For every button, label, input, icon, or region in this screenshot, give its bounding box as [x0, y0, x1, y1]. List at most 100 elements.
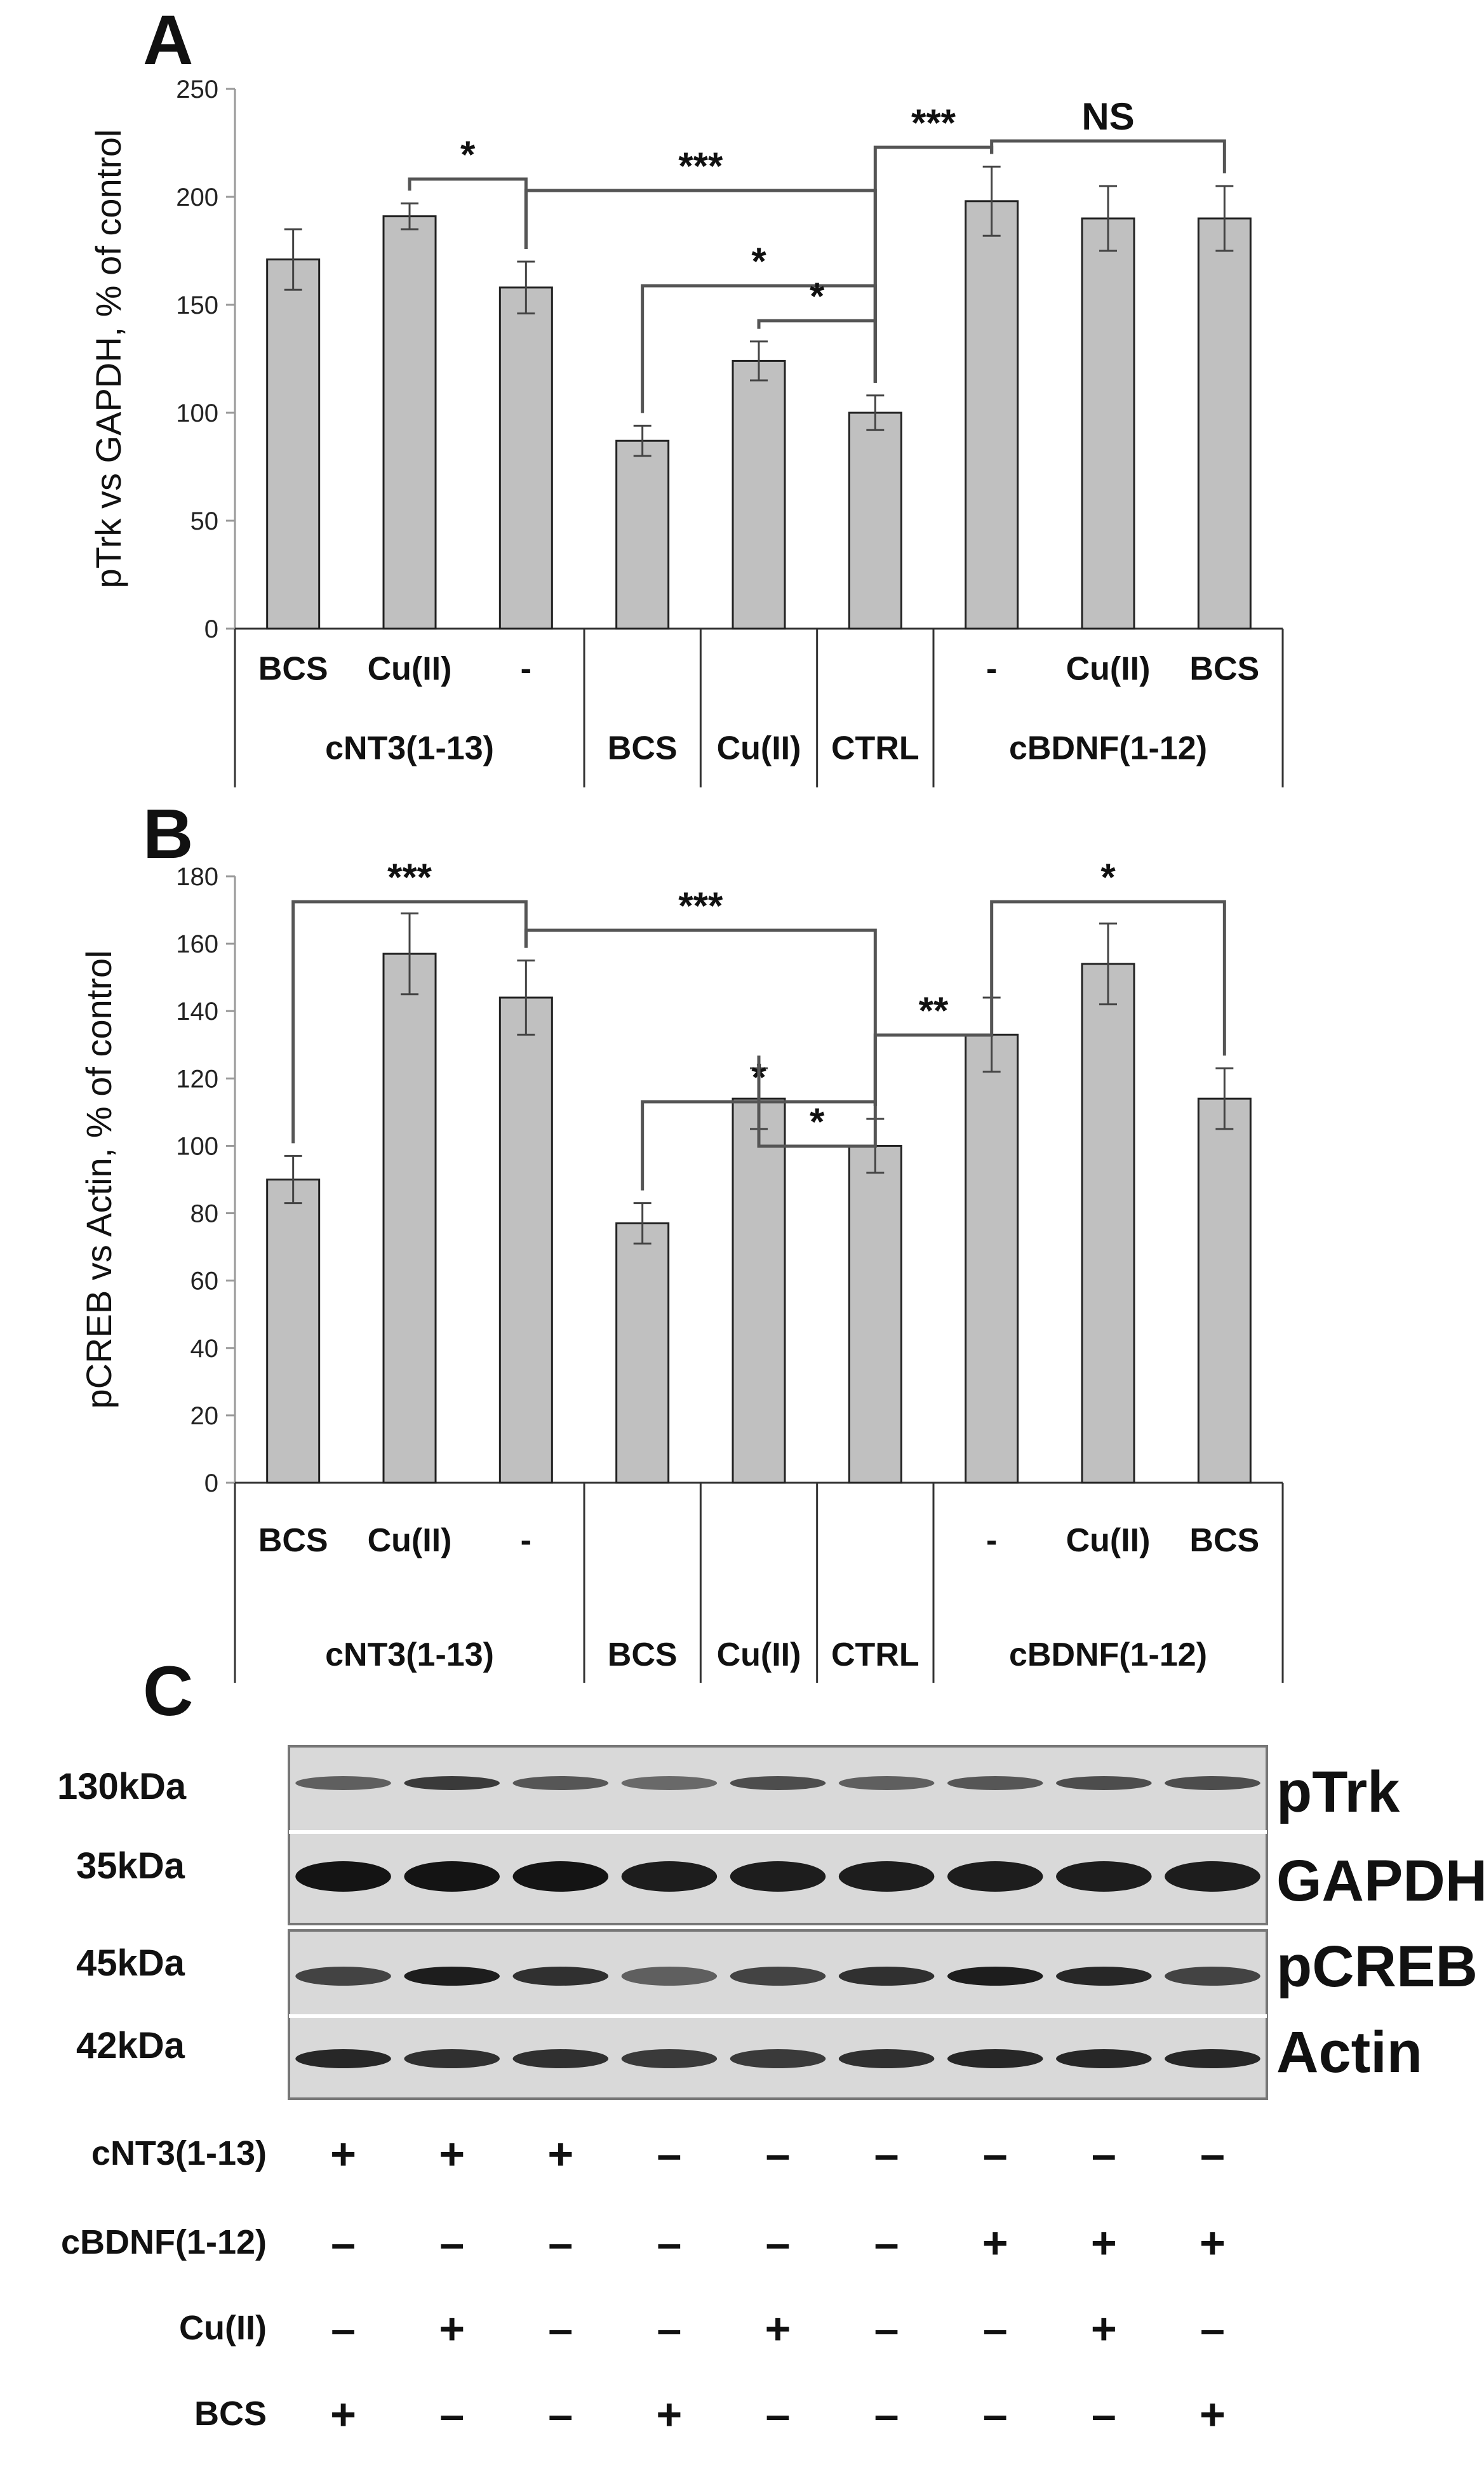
y-tick-label: 250 [176, 76, 218, 104]
bar [732, 359, 786, 630]
group-label: cNT3(1-13) [325, 730, 494, 767]
condition-label: BCS [194, 2395, 267, 2433]
condition-sign: – [874, 2304, 899, 2353]
group-label: cBDNF(1-12) [1009, 1636, 1207, 1673]
y-tick-label: 50 [191, 507, 219, 535]
blot-band [1056, 2049, 1152, 2068]
significance-bracket [990, 139, 1226, 173]
group-label: cBDNF(1-12) [1009, 730, 1207, 767]
blot-band [838, 1776, 935, 1790]
category-label: - [521, 651, 531, 688]
category-label: Cu(II) [368, 1522, 452, 1559]
blot-band [404, 2049, 500, 2068]
condition-sign: – [439, 2390, 465, 2439]
bar [615, 1222, 670, 1484]
condition-sign: + [330, 2129, 356, 2179]
condition-sign: + [1199, 2390, 1226, 2439]
bar [498, 286, 553, 630]
protein-label-actin: Actin [1276, 2020, 1422, 2085]
condition-sign: + [330, 2390, 356, 2439]
category-label: Cu(II) [1066, 1522, 1151, 1559]
blot-band [1165, 1967, 1260, 1986]
group-label: Cu(II) [717, 1636, 801, 1673]
bar [1197, 1097, 1252, 1484]
condition-sign: – [765, 2218, 791, 2268]
group-label: CTRL [831, 730, 919, 767]
category-label: BCS [1189, 651, 1259, 688]
category-label: Cu(II) [1066, 651, 1151, 688]
significance-label: *** [387, 856, 432, 899]
blot-band [1165, 1776, 1260, 1790]
category-label: BCS [258, 651, 328, 688]
significance-label: * [751, 240, 766, 283]
y-tick-label: 140 [176, 998, 218, 1026]
blot-band [1056, 1776, 1152, 1790]
condition-sign: – [548, 2218, 573, 2268]
significance-bracket [873, 985, 994, 1106]
blot-band [947, 2049, 1043, 2068]
significance-label: * [810, 275, 825, 318]
condition-sign: – [548, 2304, 573, 2353]
y-tick-label: 150 [176, 291, 218, 319]
panel-b-letter: B [143, 795, 194, 873]
bar [382, 215, 437, 630]
blot-band [295, 1861, 391, 1892]
condition-label: cNT3(1-13) [91, 2134, 267, 2172]
chart-a: 0 50 100 150 200 250 pTrk vs GAPDH, % of contr… [88, 76, 1284, 787]
kda-label-130: 130kDa [57, 1766, 187, 1807]
blot-band [1165, 1861, 1260, 1892]
bar [1081, 963, 1135, 1484]
blot-band [621, 1776, 718, 1790]
category-label: - [986, 651, 997, 688]
blot-band [730, 1967, 826, 1986]
blot-band [838, 1967, 935, 1986]
significance-label: *** [678, 885, 723, 927]
blot-band [404, 1861, 500, 1892]
y-tick-label: 200 [176, 184, 218, 211]
y-tick-label: 100 [176, 399, 218, 427]
protein-label-ptrk: pTrk [1276, 1760, 1400, 1824]
condition-sign: – [874, 2129, 899, 2179]
bar [848, 1144, 902, 1484]
condition-sign: + [765, 2304, 791, 2353]
condition-sign: – [765, 2390, 791, 2439]
category-label: - [986, 1522, 997, 1559]
blot-band [1056, 1861, 1152, 1892]
bar [266, 258, 321, 630]
bar [965, 1033, 1019, 1484]
y-tick-label: 0 [204, 1469, 218, 1497]
chart-b: 0 20 40 60 80 100 120 140 160 180 pCREB vs Actin, … [79, 856, 1284, 1683]
y-tick-label: 40 [191, 1335, 219, 1363]
blot-band [730, 2049, 826, 2068]
condition-sign: – [548, 2390, 573, 2439]
y-tick-label: 0 [204, 615, 218, 643]
blot-image [288, 1745, 1268, 2100]
blot-band [512, 2049, 609, 2068]
blot-band [838, 1861, 935, 1892]
blot-band [947, 1967, 1043, 1986]
condition-sign: – [657, 2129, 682, 2179]
y-tick-label: 180 [176, 863, 218, 891]
condition-sign: – [1200, 2304, 1225, 2353]
blot-band [838, 2049, 935, 2068]
condition-sign: – [1091, 2129, 1116, 2179]
condition-sign: – [439, 2218, 465, 2268]
condition-sign: + [439, 2304, 465, 2353]
significance-label: * [460, 133, 476, 176]
bar [615, 439, 670, 630]
bar [1081, 217, 1135, 630]
condition-sign: – [982, 2304, 1008, 2353]
blot-band [512, 1967, 609, 1986]
significance-label: * [1100, 856, 1116, 899]
condition-sign: + [1090, 2304, 1117, 2353]
y-axis-label: pCREB vs Actin, % of control [79, 950, 119, 1408]
blot-band [621, 1861, 718, 1892]
blot-membrane [288, 1745, 1268, 1925]
blot-band [1056, 1967, 1152, 1986]
significance-bracket [524, 928, 877, 1106]
blot-band [295, 2049, 391, 2068]
blot-band [947, 1776, 1043, 1790]
condition-sign: + [439, 2129, 465, 2179]
bar [1197, 217, 1252, 630]
bar [848, 411, 902, 630]
